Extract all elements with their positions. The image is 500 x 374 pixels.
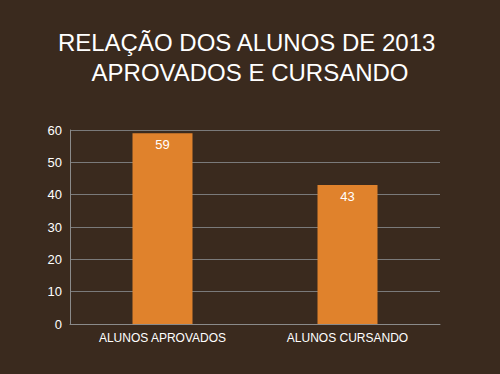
svg-text:50: 50 — [48, 155, 62, 170]
svg-text:60: 60 — [48, 123, 62, 138]
svg-text:0: 0 — [55, 317, 62, 332]
svg-text:10: 10 — [48, 284, 62, 299]
svg-text:APROVADOS E CURSANDO: APROVADOS E CURSANDO — [92, 59, 409, 86]
svg-text:59: 59 — [155, 137, 169, 152]
svg-text:20: 20 — [48, 252, 62, 267]
svg-text:30: 30 — [48, 220, 62, 235]
svg-text:ALUNOS CURSANDO: ALUNOS CURSANDO — [287, 331, 408, 345]
svg-text:40: 40 — [48, 187, 62, 202]
svg-text:RELAÇÃO DOS ALUNOS DE 2013: RELAÇÃO DOS ALUNOS DE 2013 — [58, 29, 442, 56]
svg-text:ALUNOS APROVADOS: ALUNOS APROVADOS — [99, 331, 226, 345]
svg-text:43: 43 — [340, 189, 354, 204]
